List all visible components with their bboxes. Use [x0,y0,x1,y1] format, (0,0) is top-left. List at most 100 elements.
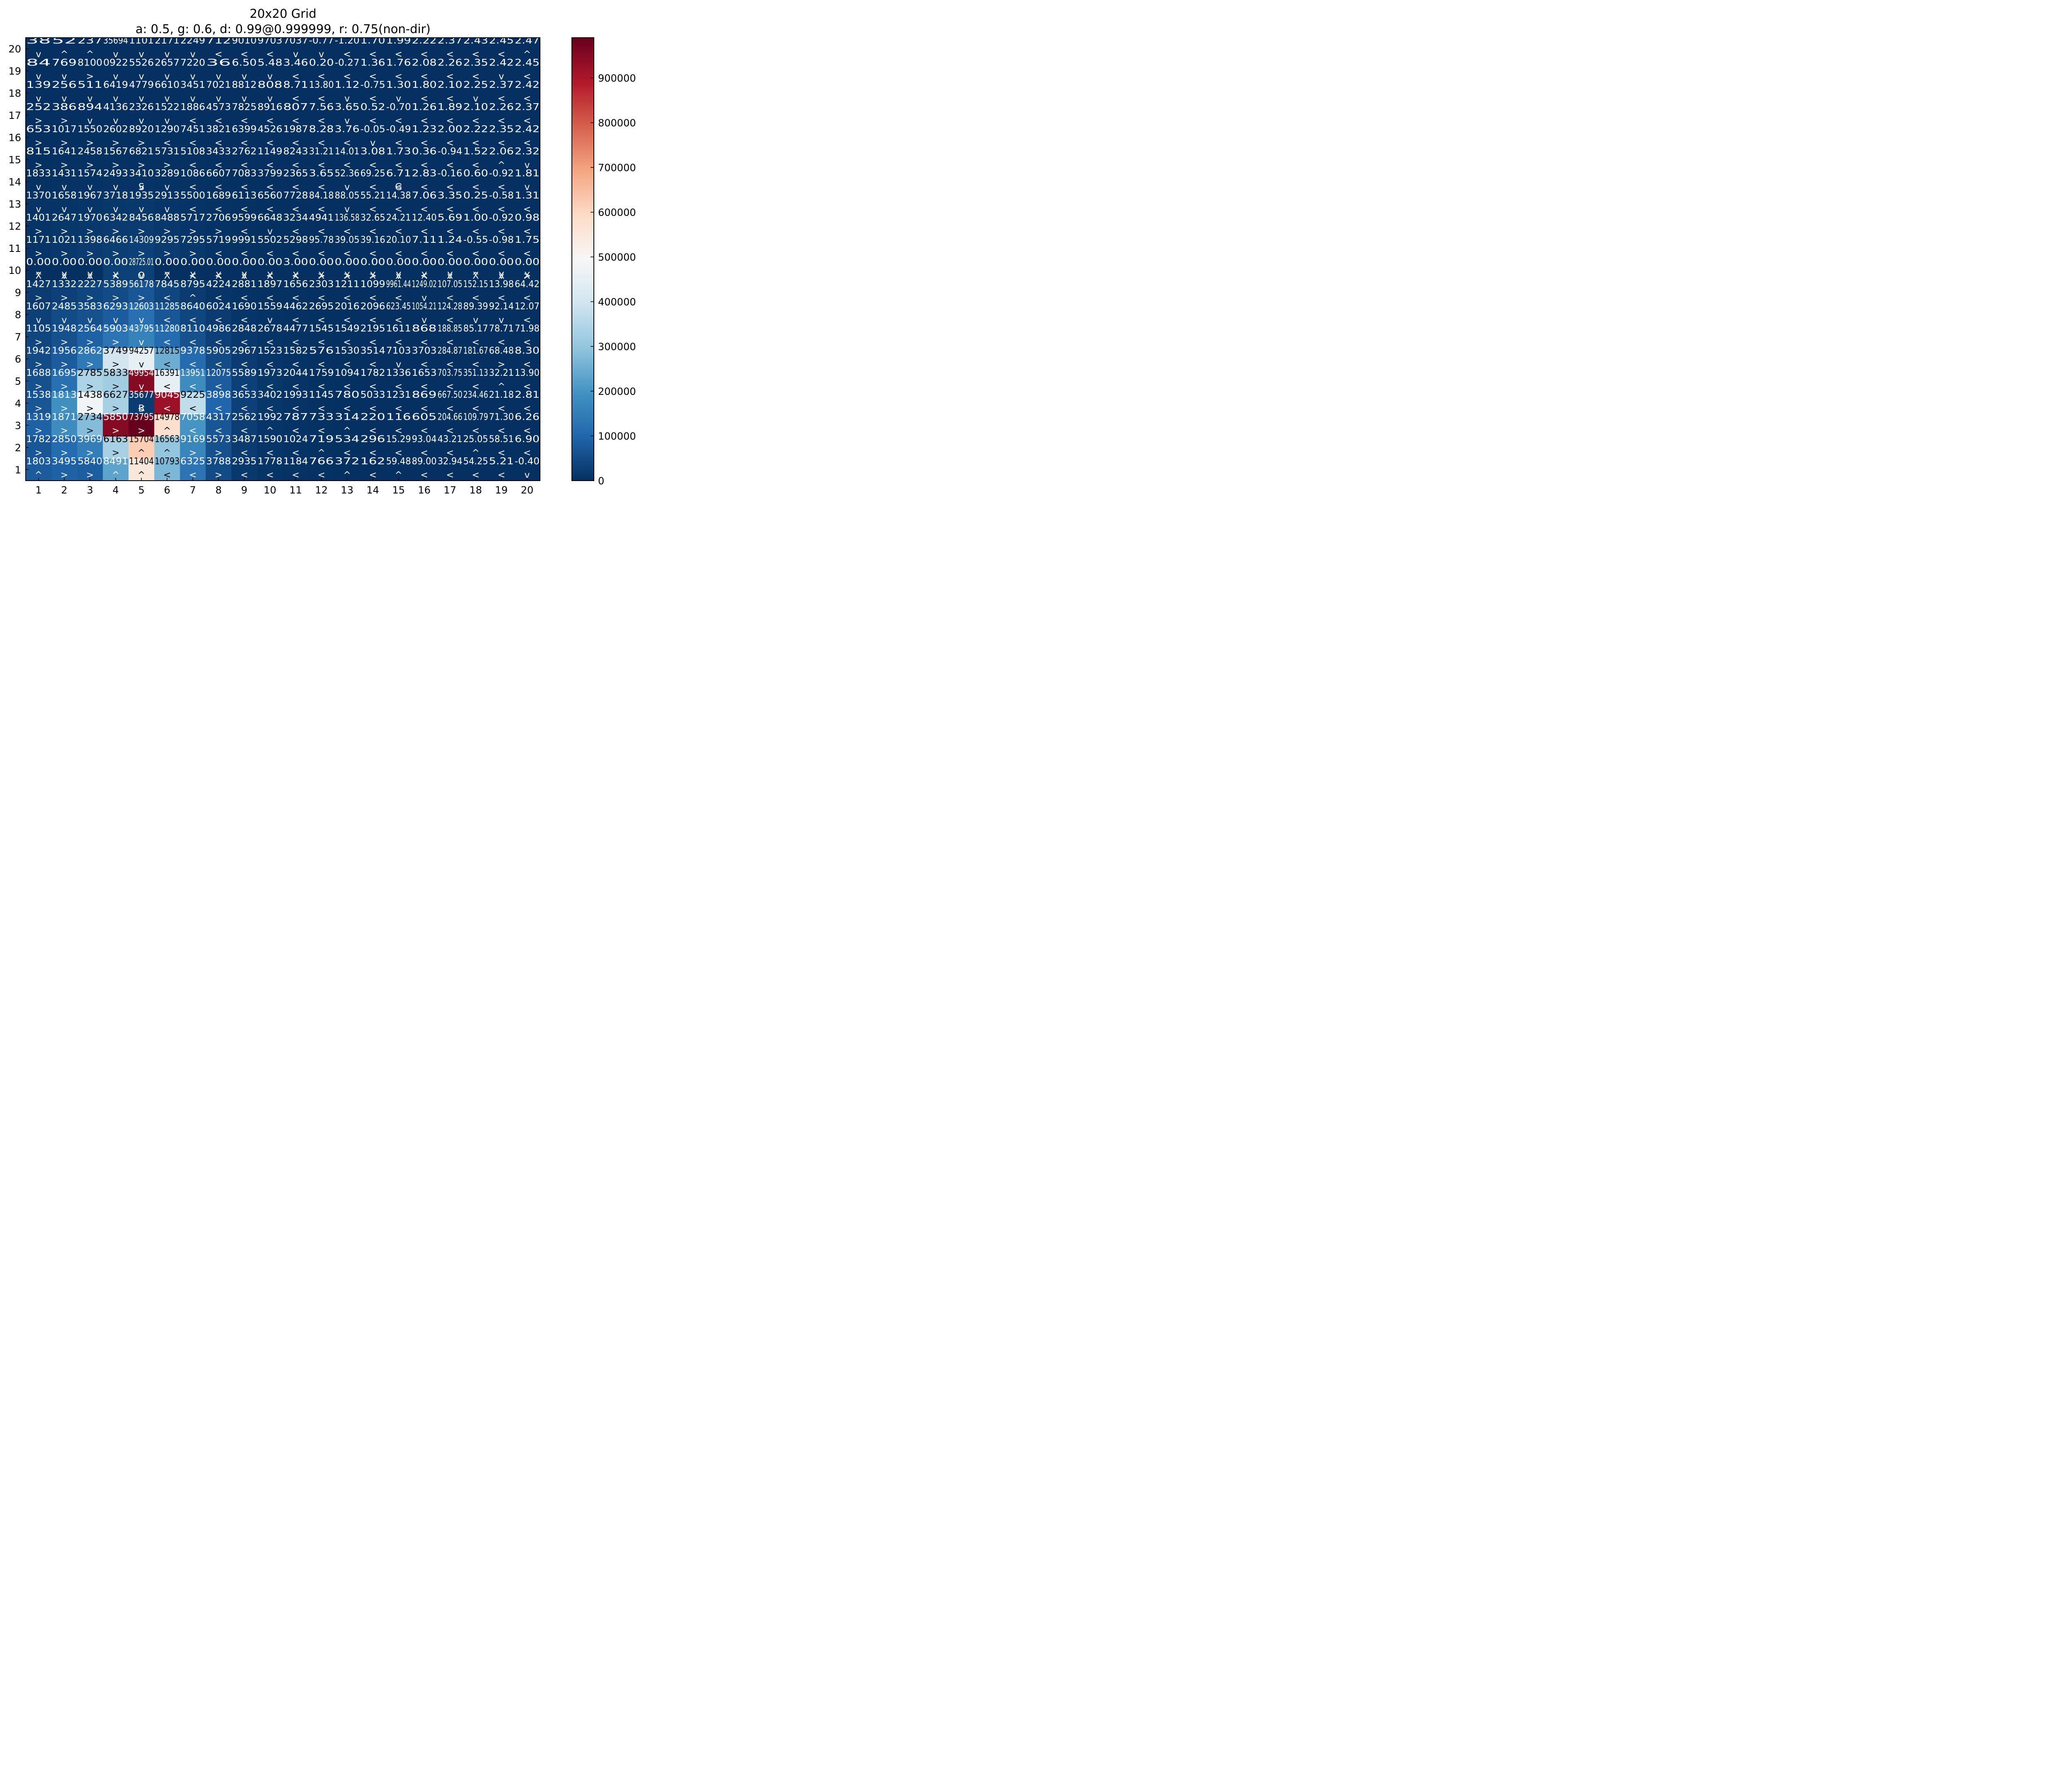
cell-value-label: 152.15 [463,279,488,290]
heatmap-cell [385,170,412,193]
heatmap-cell [128,215,155,237]
heatmap-cell [360,237,386,260]
policy-arrow: > [138,160,145,170]
policy-arrow: < [292,293,299,303]
policy-arrow: < [343,315,351,325]
heatmap-cell [51,370,77,392]
policy-arrow: < [472,71,479,82]
heatmap-cell [283,303,309,326]
heatmap-cell [257,82,283,104]
cell-value-label: 534 [335,434,360,445]
policy-arrow: < [240,182,248,193]
heatmap-cell [128,126,155,149]
x-tick-label: 18 [470,484,482,496]
heatmap-cell [77,436,103,459]
cell-value-label: 4477 [283,324,308,334]
cell-value-label: 1017 [52,124,77,135]
policy-arrow: < [421,382,428,392]
cell-marker-label: X [498,271,504,281]
policy-arrow: v [139,359,144,370]
policy-arrow: > [86,470,94,481]
cell-value-label: 39.16 [361,235,385,245]
heatmap-cell [514,281,540,304]
cell-value-label: 3402 [257,390,282,400]
cell-value-label: 1897 [257,279,282,290]
cell-value-label: 13.80 [309,80,334,90]
cell-value-label: 4986 [206,324,231,334]
policy-arrow: > [35,448,42,458]
policy-arrow: < [240,359,248,370]
policy-arrow: < [215,204,222,215]
policy-arrow: > [112,426,119,436]
policy-arrow: > [498,359,505,370]
heatmap-cell [514,193,540,215]
cell-value-label: 54.25 [463,457,488,467]
cell-value-label: 0.52 [361,102,385,112]
heatmap-cell [154,392,180,415]
cell-value-label: 1184 [283,457,308,467]
heatmap-cell [514,436,540,459]
policy-arrow: < [472,293,479,303]
heatmap-cell [206,436,232,459]
cell-value-label: 0.00 [335,257,360,268]
cell-value-label: 84 [26,58,51,68]
heatmap-cell [334,303,361,326]
policy-arrow: v [62,182,67,193]
cell-value-label: 623.45 [386,301,411,312]
heatmap-cell [77,303,103,326]
cell-value-label: 3234 [283,213,308,223]
policy-arrow: < [343,448,351,458]
policy-arrow: < [266,293,274,303]
cell-value-label: 351.13 [463,368,488,378]
heatmap-cell [128,458,155,481]
cell-value-label: 25.05 [463,434,488,445]
cell-value-label: 2.25 [463,80,488,90]
policy-arrow: < [189,426,196,436]
cell-value-label: 787 [283,412,308,423]
policy-arrow: < [446,94,454,104]
heatmap-cell [51,414,77,437]
cell-value-label: -0.27 [335,58,360,68]
heatmap-cell [411,436,438,459]
cell-value-label: 1.24 [438,235,462,245]
cell-value-label: 4941 [309,213,334,223]
cell-value-label: 5.69 [438,213,462,223]
heatmap-cell [26,392,52,415]
cell-value-label: 5833 [103,368,128,378]
heatmap-cell [488,259,515,282]
policy-arrow: < [292,315,299,325]
policy-arrow: < [343,337,351,348]
heatmap-cell [385,392,412,415]
heatmap-cell [231,392,258,415]
policy-arrow: < [498,404,505,414]
cell-value-label: 68.48 [489,346,514,356]
colorbar-tick-label: 100000 [598,430,636,442]
policy-arrow: < [446,227,454,237]
policy-arrow: v [267,71,273,82]
policy-arrow: v [242,271,247,281]
cell-value-label: 8456 [129,213,154,223]
x-tick-label: 3 [87,484,93,496]
heatmap-cell [514,348,540,370]
cell-value-label: 8488 [155,213,179,223]
cell-value-label: 3653 [232,390,257,400]
cell-value-label: -0.70 [386,102,411,112]
cell-value-label: 0.00 [52,257,77,268]
policy-arrow: < [266,49,274,60]
policy-arrow: > [86,382,94,392]
cell-value-label: 5850 [103,412,128,423]
policy-arrow: < [189,116,196,126]
policy-arrow: v [36,49,41,60]
policy-arrow: ^ [163,271,171,281]
heatmap-cell [385,215,412,237]
cell-value-label: 1653 [412,368,437,378]
cell-value-label: 2.45 [489,36,514,46]
cell-value-label: 3451 [180,80,205,90]
cell-value-label: 64.42 [515,279,540,290]
cell-value-label: 2195 [361,324,385,334]
heatmap-cell [103,126,129,149]
policy-arrow: < [292,227,299,237]
heatmap-cell [488,370,515,392]
heatmap-cell [103,170,129,193]
policy-arrow: > [112,337,119,348]
